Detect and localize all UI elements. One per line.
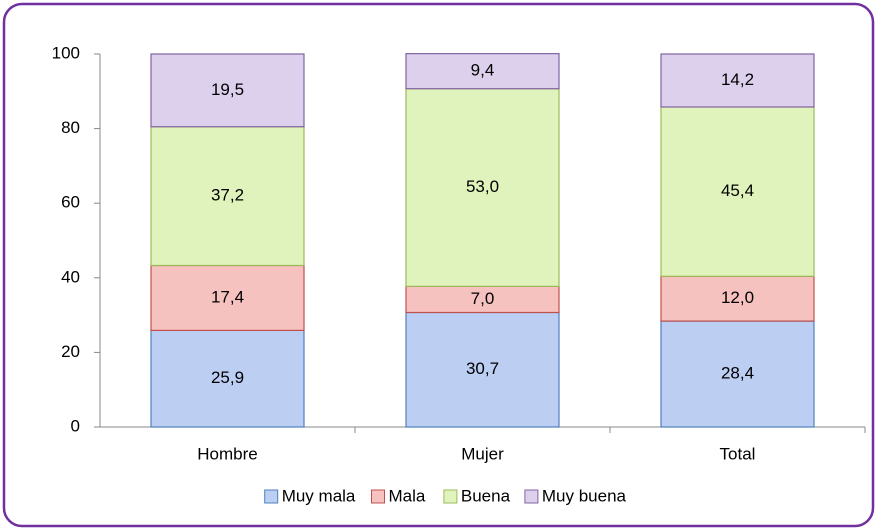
bar-segment — [660, 320, 815, 428]
legend-label: Muy mala — [282, 486, 356, 505]
value-label: 25,9 — [211, 368, 244, 387]
y-tick-label: 20 — [61, 342, 80, 361]
y-tick-label: 40 — [61, 267, 80, 286]
legend-swatch — [264, 489, 279, 504]
x-tick-label: Hombre — [197, 444, 257, 463]
value-label: 53,0 — [466, 177, 499, 196]
bar-segment — [150, 53, 305, 128]
legend-label: Muy buena — [542, 486, 627, 505]
value-label: 12,0 — [721, 288, 754, 307]
legend-swatch — [524, 489, 539, 504]
value-label: 30,7 — [466, 359, 499, 378]
legend-label: Buena — [461, 486, 511, 505]
x-tick-label: Total — [720, 444, 756, 463]
bar-segment — [405, 53, 560, 90]
value-label: 9,4 — [471, 61, 495, 80]
y-tick-label: 0 — [71, 416, 80, 435]
legend-swatch — [443, 489, 458, 504]
value-label: 7,0 — [471, 289, 495, 308]
bar-segment — [150, 329, 305, 428]
value-label: 17,4 — [211, 287, 244, 306]
bar-segment — [405, 88, 560, 287]
value-label: 14,2 — [721, 70, 754, 89]
y-tick-label: 80 — [61, 118, 80, 137]
bar-segment — [660, 53, 815, 108]
bar-segment — [405, 311, 560, 428]
legend-label: Mala — [389, 486, 426, 505]
value-label: 19,5 — [211, 80, 244, 99]
bar-segment — [660, 275, 815, 322]
value-label: 45,4 — [721, 181, 754, 200]
legend-swatch — [371, 489, 385, 504]
value-label: 28,4 — [721, 364, 754, 383]
bar-segment — [660, 106, 815, 277]
y-tick-label: 100 — [52, 43, 80, 62]
y-tick-label: 60 — [61, 193, 80, 212]
bar-segment — [405, 285, 560, 314]
value-label: 37,2 — [211, 186, 244, 205]
x-tick-label: Mujer — [461, 444, 504, 463]
